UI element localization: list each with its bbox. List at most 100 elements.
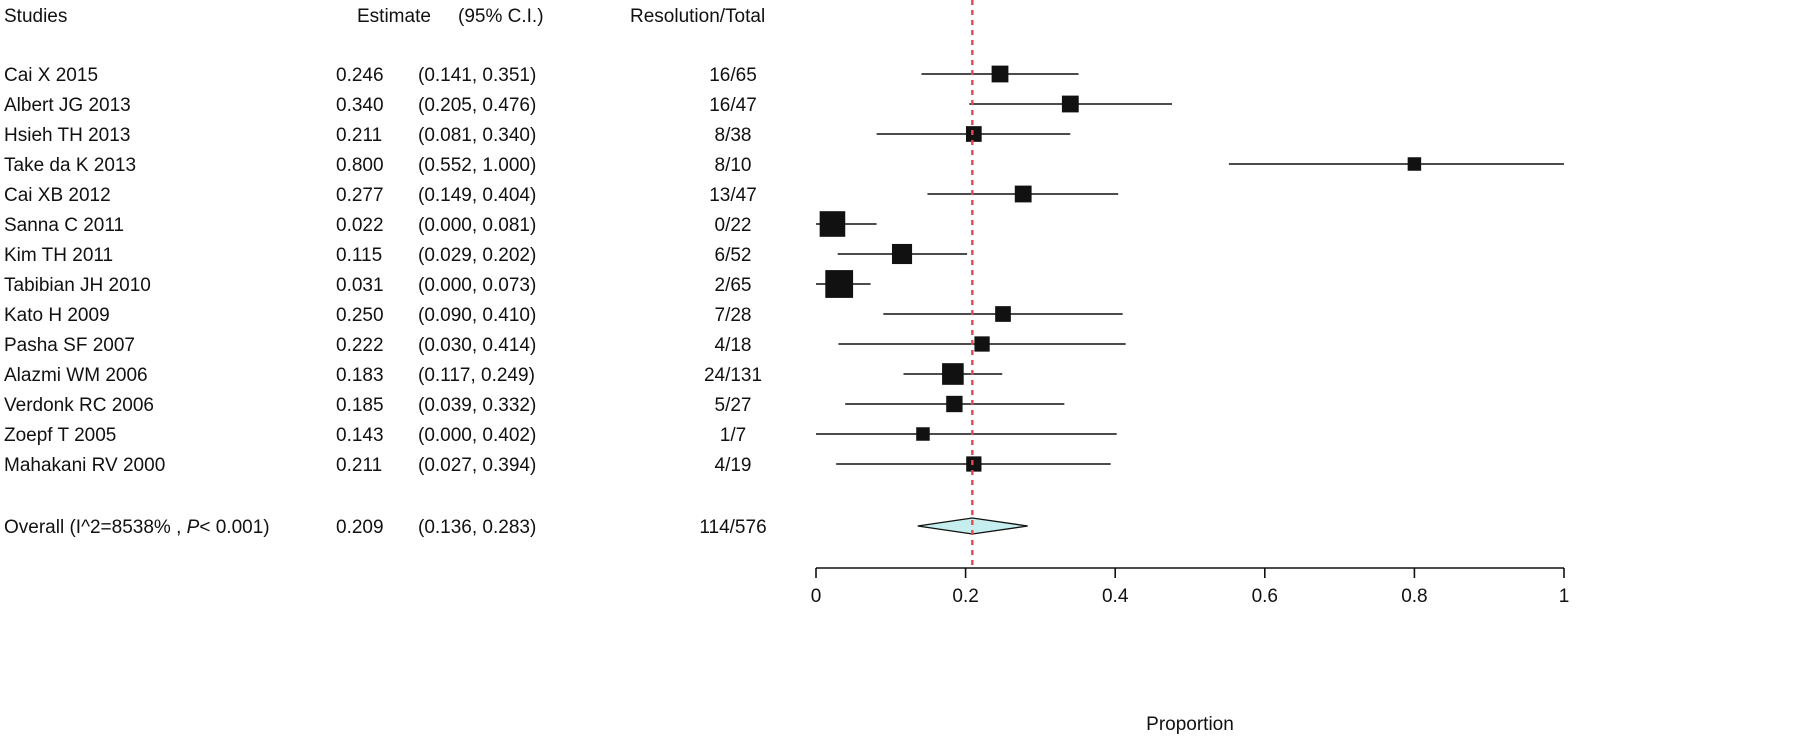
column-headers: Studies Estimate (95% C.I.) Resolution/T… [4, 6, 765, 27]
study-ci: (0.039, 0.332) [418, 395, 536, 416]
study-estimate: 0.340 [336, 95, 384, 116]
study-name: Cai X 2015 [4, 65, 98, 86]
overall-row: Overall (I^2=8538% , P< 0.001) 0.209 (0.… [4, 517, 767, 538]
estimate-marker [946, 395, 963, 413]
plot-area [816, 0, 1564, 568]
study-row: Take da K 2013 0.800 (0.552, 1.000) 8/10 [4, 155, 751, 176]
header-studies: Studies [4, 6, 67, 27]
study-name: Sanna C 2011 [4, 215, 124, 236]
study-name: Alazmi WM 2006 [4, 365, 148, 386]
study-ci: (0.552, 1.000) [418, 155, 536, 176]
overall-estimate: 0.209 [336, 517, 384, 538]
study-resolution: 4/18 [715, 335, 752, 356]
study-ci: (0.205, 0.476) [418, 95, 536, 116]
study-row: Albert JG 2013 0.340 (0.205, 0.476) 16/47 [4, 95, 757, 116]
study-estimate: 0.183 [336, 365, 384, 386]
study-resolution: 16/47 [709, 95, 757, 116]
study-estimate: 0.222 [336, 335, 384, 356]
x-axis-label: Proportion [1146, 714, 1234, 735]
study-ci: (0.000, 0.073) [418, 275, 536, 296]
study-row: Sanna C 2011 0.022 (0.000, 0.081) 0/22 [4, 215, 751, 236]
study-estimate: 0.250 [336, 305, 384, 326]
study-resolution: 6/52 [715, 245, 752, 266]
study-ci: (0.141, 0.351) [418, 65, 536, 86]
study-name: Cai XB 2012 [4, 185, 111, 206]
study-ci: (0.029, 0.202) [418, 245, 536, 266]
estimate-marker [965, 126, 982, 142]
overall-resolution: 114/576 [699, 517, 766, 538]
study-rows: Cai X 2015 0.246 (0.141, 0.351) 16/65 Albert… [4, 65, 762, 476]
estimate-marker [974, 336, 990, 352]
x-tick-label: 0 [811, 586, 822, 607]
x-tick-label: 0.2 [952, 586, 978, 607]
study-ci: (0.090, 0.410) [418, 305, 536, 326]
x-axis: 0 0.2 0.4 0.6 0.8 1 [811, 567, 1570, 607]
study-estimate: 0.031 [336, 275, 384, 296]
study-name: Mahakani RV 2000 [4, 455, 165, 476]
study-row: Cai XB 2012 0.277 (0.149, 0.404) 13/47 [4, 185, 757, 206]
study-estimate: 0.185 [336, 395, 384, 416]
study-name: Pasha SF 2007 [4, 335, 135, 356]
overall-label-p: P [187, 517, 200, 538]
estimate-marker [942, 363, 964, 385]
study-resolution: 13/47 [709, 185, 757, 206]
header-resolution: Resolution/Total [630, 6, 765, 27]
estimate-marker [825, 270, 854, 298]
study-estimate: 0.800 [336, 155, 384, 176]
estimate-marker [916, 427, 930, 441]
estimate-marker [819, 211, 846, 237]
study-ci: (0.027, 0.394) [418, 455, 536, 476]
study-ci: (0.117, 0.249) [418, 365, 535, 386]
study-resolution: 7/28 [715, 305, 752, 326]
study-ci: (0.030, 0.414) [418, 335, 536, 356]
estimate-marker [995, 306, 1011, 322]
study-name: Kato H 2009 [4, 305, 110, 326]
x-tick-label: 1 [1559, 586, 1570, 607]
estimate-marker [966, 456, 982, 472]
study-row: Zoepf T 2005 0.143 (0.000, 0.402) 1/7 [4, 425, 746, 446]
study-resolution: 24/131 [704, 365, 762, 386]
study-resolution: 1/7 [720, 425, 746, 446]
study-row: Pasha SF 2007 0.222 (0.030, 0.414) 4/18 [4, 335, 751, 356]
study-resolution: 5/27 [715, 395, 752, 416]
study-ci: (0.081, 0.340) [418, 125, 536, 146]
study-row: Kato H 2009 0.250 (0.090, 0.410) 7/28 [4, 305, 751, 326]
study-ci: (0.149, 0.404) [418, 185, 536, 206]
study-estimate: 0.211 [336, 125, 382, 146]
study-resolution: 8/38 [715, 125, 752, 146]
study-name: Verdonk RC 2006 [4, 395, 154, 416]
overall-label: Overall (I^2=8538% , P< 0.001) [4, 517, 270, 538]
study-row: Hsieh TH 2013 0.211 (0.081, 0.340) 8/38 [4, 125, 751, 146]
study-estimate: 0.115 [336, 245, 382, 266]
estimate-marker [1407, 157, 1422, 171]
estimate-marker [991, 65, 1009, 83]
study-name: Zoepf T 2005 [4, 425, 116, 446]
x-tick-label: 0.4 [1102, 586, 1129, 607]
study-estimate: 0.277 [336, 185, 384, 206]
overall-ci: (0.136, 0.283) [418, 517, 536, 538]
study-resolution: 0/22 [715, 215, 752, 236]
overall-diamond [917, 517, 1028, 535]
estimate-marker [1014, 185, 1032, 203]
study-name: Hsieh TH 2013 [4, 125, 130, 146]
study-name: Albert JG 2013 [4, 95, 131, 116]
study-estimate: 0.246 [336, 65, 384, 86]
header-ci: (95% C.I.) [458, 6, 544, 27]
study-name: Kim TH 2011 [4, 245, 113, 266]
x-tick-label: 0.6 [1252, 586, 1278, 607]
estimate-marker [1061, 95, 1079, 113]
study-name: Tabibian JH 2010 [4, 275, 151, 296]
study-row: Verdonk RC 2006 0.185 (0.039, 0.332) 5/27 [4, 395, 751, 416]
study-estimate: 0.211 [336, 455, 382, 476]
header-estimate: Estimate [357, 6, 431, 27]
study-row: Cai X 2015 0.246 (0.141, 0.351) 16/65 [4, 65, 757, 86]
overall-label-prefix: Overall (I^2=8538% , [4, 517, 187, 538]
study-name: Take da K 2013 [4, 155, 136, 176]
study-row: Tabibian JH 2010 0.031 (0.000, 0.073) 2/65 [4, 275, 751, 296]
study-row: Kim TH 2011 0.115 (0.029, 0.202) 6/52 [4, 245, 751, 266]
study-row: Mahakani RV 2000 0.211 (0.027, 0.394) 4/19 [4, 455, 751, 476]
study-estimate: 0.143 [336, 425, 384, 446]
study-resolution: 2/65 [715, 275, 752, 296]
study-estimate: 0.022 [336, 215, 384, 236]
